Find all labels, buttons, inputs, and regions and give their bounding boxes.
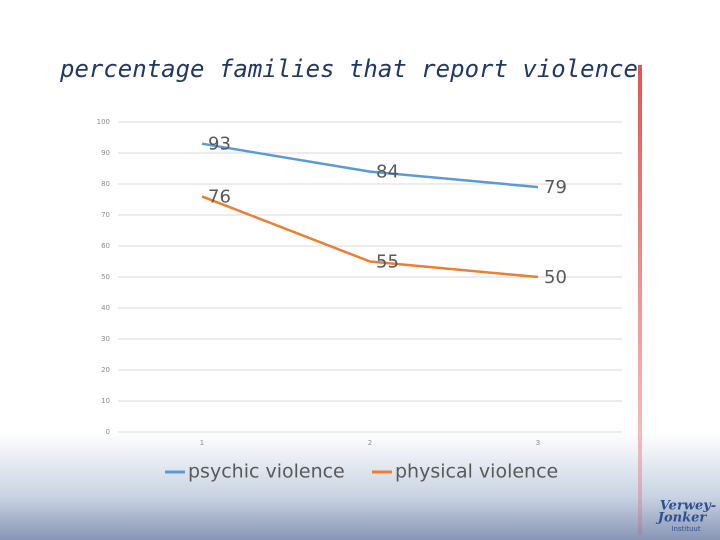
logo-text: Jonker xyxy=(655,511,708,526)
logo-text: Instituut xyxy=(671,525,700,533)
y-tick-label: 20 xyxy=(101,366,110,374)
y-tick-label: 0 xyxy=(106,428,110,436)
x-tick-label: 3 xyxy=(536,439,540,447)
legend-label: psychic violence xyxy=(188,461,345,483)
y-tick-label: 100 xyxy=(97,118,110,126)
y-tick-label: 90 xyxy=(101,149,110,157)
logo-text: Verwey- xyxy=(660,499,716,514)
series-line xyxy=(201,142,539,189)
data-label: 76 xyxy=(208,186,231,207)
legend-label: physical violence xyxy=(395,461,558,483)
data-label: 84 xyxy=(376,162,399,183)
y-tick-label: 50 xyxy=(101,273,110,281)
y-tick-label: 80 xyxy=(101,180,110,188)
y-tick-label: 60 xyxy=(101,242,110,250)
y-tick-label: 70 xyxy=(101,211,110,219)
x-tick-label: 2 xyxy=(368,439,372,447)
data-label: 50 xyxy=(544,267,567,288)
y-tick-label: 30 xyxy=(101,335,110,343)
x-tick-label: 1 xyxy=(200,439,204,447)
data-label: 93 xyxy=(208,134,231,155)
data-label: 55 xyxy=(376,252,399,273)
chart-title: percentage families that report violence xyxy=(59,55,638,83)
series-line xyxy=(201,195,539,279)
y-tick-label: 40 xyxy=(101,304,110,312)
accent-line xyxy=(638,65,642,535)
y-tick-label: 10 xyxy=(101,397,110,405)
data-label: 79 xyxy=(544,177,567,198)
